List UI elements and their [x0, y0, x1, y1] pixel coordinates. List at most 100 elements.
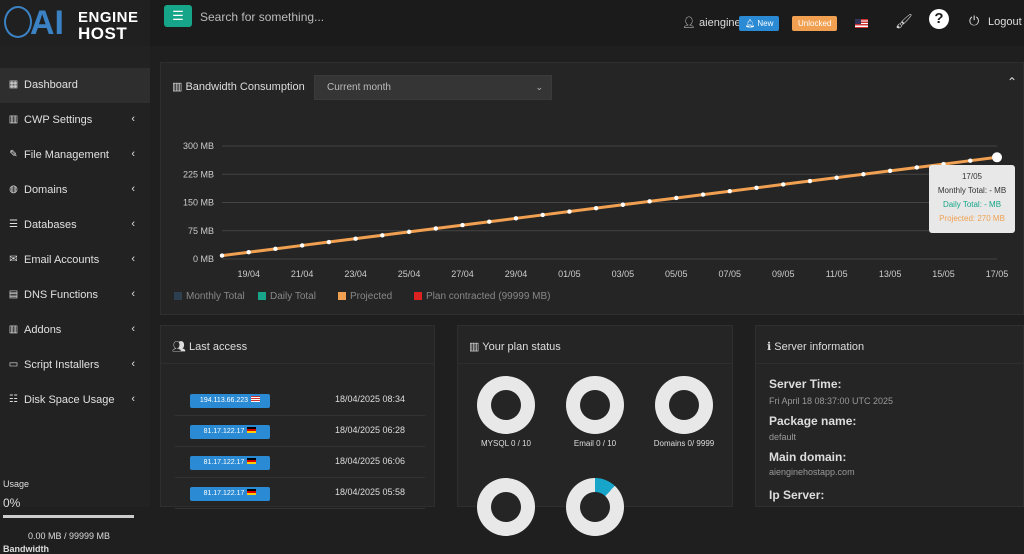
plan-status-title: ▥ Your plan status [469, 340, 561, 353]
package-label: Package name: [769, 414, 857, 428]
legend-label: Plan contracted (99999 MB) [426, 291, 551, 302]
sidebar-item-file-management[interactable]: ✎ File Management ‹ [0, 138, 150, 173]
y-tick-label: 225 MB [183, 169, 214, 179]
projected-data-point [380, 233, 385, 238]
access-date: 18/04/2025 05:58 [335, 487, 406, 497]
legend-item[interactable]: Projected [338, 291, 392, 302]
institution-icon: ▥ [8, 324, 19, 335]
sidebar-item-cwp-settings[interactable]: ▥ CWP Settings ‹ [0, 103, 150, 138]
chevron-left-icon: ‹ [131, 183, 135, 195]
usage-value: 0.00 MB / 99999 MB [28, 531, 111, 541]
list-icon: ☷ [9, 394, 18, 405]
access-row: 81.17.122.17 18/04/2025 06:28 [175, 417, 425, 447]
chevron-left-icon: ‹ [131, 148, 135, 160]
server-time-label: Server Time: [769, 377, 842, 391]
globe-icon: ◍ [9, 184, 18, 195]
logo[interactable]: AI ENGINE HOST [0, 0, 150, 46]
x-tick-label: 09/05 [772, 269, 795, 279]
projected-data-point [914, 165, 920, 170]
projected-data-point [887, 168, 893, 174]
tooltip-projected: Projected: 270 MB [939, 214, 1005, 223]
legend-swatch [258, 292, 266, 300]
envelope-icon: ✉ [9, 254, 18, 265]
database-icon: ☰ [9, 219, 18, 230]
new-badge[interactable]: 🔔︎ New [739, 16, 780, 31]
ip-badge[interactable]: 194.113.66.223 [190, 394, 270, 408]
legend-label: Daily Total [270, 291, 316, 302]
projected-data-point [487, 219, 492, 224]
us-flag-icon[interactable] [855, 19, 868, 28]
legend-swatch [174, 292, 182, 300]
brush-icon[interactable]: 🖌︎ [895, 13, 913, 29]
ip-address: 81.17.122.17 [203, 459, 245, 466]
edit-icon: ✎ [9, 149, 18, 160]
unlocked-badge[interactable]: Unlocked [792, 16, 838, 31]
sidebar-item-email-accounts[interactable]: ✉ Email Accounts ‹ [0, 243, 150, 278]
plan-donut [566, 478, 624, 536]
tooltip-monthly: Monthly Total: - MB [937, 186, 1007, 195]
plan-status-panel: ▥ Your plan status MYSQL 0 / 10 Email 0 /… [457, 325, 733, 536]
sidebar-item-dashboard[interactable]: ▦ Dashboard [0, 68, 150, 103]
sidebar-item-domains[interactable]: ◍ Domains ‹ [0, 173, 150, 208]
logo-line-2: HOST [78, 24, 128, 43]
ip-badge[interactable]: 81.17.122.17 [190, 456, 270, 470]
dashboard-icon: ▦ [8, 79, 19, 90]
sidebar-item-label: Addons [24, 324, 62, 336]
legend-item[interactable]: Monthly Total [174, 291, 245, 302]
search-input[interactable] [200, 6, 580, 28]
sidebar-item-dns-functions[interactable]: ▤ DNS Functions ‹ [0, 278, 150, 313]
legend-swatch [338, 292, 346, 300]
plan-donut [655, 376, 713, 434]
period-select[interactable]: Current month ⌄ [314, 75, 552, 100]
sidebar-item-script-installers[interactable]: ▭ Script Installers ‹ [0, 348, 150, 383]
projected-data-point [727, 189, 732, 194]
sidebar: ▦ Dashboard ▥ CWP Settings ‹ ✎ File Management… [0, 46, 150, 554]
last-access-header: 👥︎ Last access [161, 326, 434, 364]
logout-link[interactable]: Logout [988, 16, 1022, 28]
main-domain-label: Main domain: [769, 450, 847, 464]
x-tick-label: 07/05 [718, 269, 741, 279]
sidebar-item-databases[interactable]: ☰ Databases ‹ [0, 208, 150, 243]
menu-toggle-button[interactable]: ☰ [164, 5, 192, 27]
user-menu[interactable]: 👤︎ aiengine [682, 16, 741, 29]
sidebar-item-label: Email Accounts [24, 254, 100, 266]
x-tick-label: 29/04 [505, 269, 528, 279]
projected-data-point [460, 222, 465, 228]
package-value: default [769, 432, 797, 442]
sidebar-item-disk-space-usage[interactable]: ☷ Disk Space Usage ‹ [0, 383, 150, 418]
server-info-panel: ℹ Server information Server Time: Fri Ap… [755, 325, 1024, 507]
plan-status-title-text: Your plan status [482, 341, 561, 353]
chevron-left-icon: ‹ [131, 253, 135, 265]
ip-badge[interactable]: 81.17.122.17 [190, 487, 270, 501]
projected-data-point [754, 185, 759, 191]
ip-address: 194.113.66.223 [199, 397, 249, 404]
period-select-value: Current month [327, 82, 391, 93]
x-tick-label: 25/04 [398, 269, 421, 279]
help-icon[interactable]: ? [929, 9, 949, 29]
plan-donut [477, 478, 535, 536]
chevron-left-icon: ‹ [131, 288, 135, 300]
server-info-title: ℹ Server information [767, 340, 864, 353]
chart-icon: ▥ [172, 81, 186, 93]
bandwidth-panel: ▥ Bandwidth Consumption Current month ⌄ ⌃ [160, 62, 1024, 315]
collapse-icon[interactable]: ⌃ [1006, 75, 1017, 89]
x-tick-label: 11/05 [826, 269, 848, 279]
last-access-title: 👥︎ Last access [172, 340, 247, 353]
power-icon[interactable]: ⏻ [969, 13, 980, 28]
y-tick-label: 300 MB [183, 141, 214, 151]
legend-item[interactable]: Plan contracted (99999 MB) [414, 291, 551, 302]
projected-data-point [219, 253, 225, 258]
ip-badge[interactable]: 81.17.122.17 [190, 425, 270, 439]
main-domain-value: aienginehostapp.com [769, 467, 855, 477]
sidebar-item-label: File Management [24, 149, 109, 161]
x-tick-label: 17/05 [986, 269, 1009, 279]
sidebar-item-addons[interactable]: ▥ Addons ‹ [0, 313, 150, 348]
plan-status-header: ▥ Your plan status [458, 326, 732, 364]
chevron-left-icon: ‹ [131, 218, 135, 230]
legend-item[interactable]: Daily Total [258, 291, 316, 302]
y-tick-label: 0 MB [193, 254, 214, 264]
line-chart-icon: ▥ [469, 341, 483, 353]
projected-data-point [353, 236, 358, 241]
x-tick-label: 27/04 [451, 269, 474, 279]
legend-label: Monthly Total [186, 291, 245, 302]
